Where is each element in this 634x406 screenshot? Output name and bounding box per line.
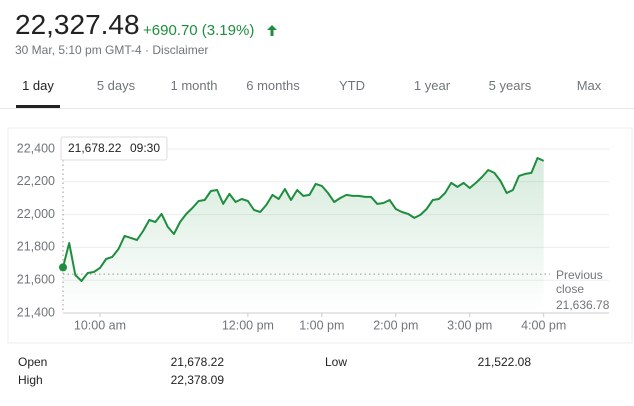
chart-frame	[7, 127, 633, 344]
change: +690.70 (3.19%)	[143, 22, 255, 39]
stat-value: 21,678.22	[170, 355, 224, 369]
x-tick-label: 3:00 pm	[447, 318, 492, 332]
divider	[0, 108, 634, 109]
stat-value: 22,378.09	[170, 373, 224, 387]
y-tick-label: 22,200	[17, 174, 55, 188]
stat-value: 21,522.08	[477, 355, 531, 369]
previous-close-text: Previous close	[556, 268, 603, 296]
tooltip-value: 21,678.22	[68, 141, 122, 155]
y-tick-label: 22,000	[17, 207, 55, 221]
y-tick-label: 22,400	[17, 141, 55, 155]
y-tick-label: 21,400	[17, 305, 55, 319]
range-tab[interactable]: Max	[576, 78, 602, 93]
stat-label: Open	[18, 355, 48, 369]
stat-label: High	[18, 373, 43, 387]
area	[63, 158, 544, 313]
chart: 21,400 21,600 21,800 22,000 22,200 22,400 10:0…	[7, 127, 633, 344]
x-tick-label: 4:00 pm	[521, 318, 566, 332]
range-tab[interactable]: 1 day	[22, 78, 54, 93]
x-tick-label: 10:00 am	[74, 318, 126, 332]
tab-underline	[16, 105, 60, 108]
price-line	[62, 157, 545, 282]
y-tick-label: 21,800	[17, 240, 55, 254]
previous-close-value: 21,636.78	[556, 298, 610, 312]
y-tick-label: 21,600	[17, 272, 55, 286]
tooltip-time: 09:30	[130, 141, 160, 155]
stat-label: Low	[325, 355, 348, 369]
price: 22,327.48	[15, 9, 140, 40]
range-tab[interactable]: 1 year	[413, 78, 451, 93]
tooltip-box	[60, 136, 168, 161]
x-tick-label: 12:00 pm	[222, 318, 274, 332]
range-tab[interactable]: 1 month	[170, 78, 218, 93]
range-tab[interactable]: 5 days	[96, 78, 136, 93]
range-tab[interactable]: 6 months	[246, 78, 300, 93]
up-arrow	[267, 25, 277, 36]
x-tick-label: 2:00 pm	[373, 318, 418, 332]
timestamp: 30 Mar, 5:10 pm GMT-4 · Disclaimer	[15, 43, 209, 57]
range-tab[interactable]: 5 years	[488, 78, 532, 93]
hover-dot	[59, 263, 67, 272]
range-tab[interactable]: YTD	[339, 78, 365, 93]
x-tick-label: 1:00 pm	[299, 318, 344, 332]
